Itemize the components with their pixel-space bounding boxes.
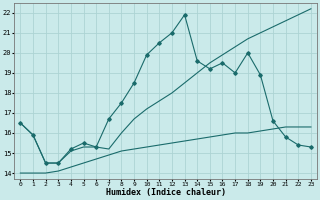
X-axis label: Humidex (Indice chaleur): Humidex (Indice chaleur) <box>106 188 226 197</box>
